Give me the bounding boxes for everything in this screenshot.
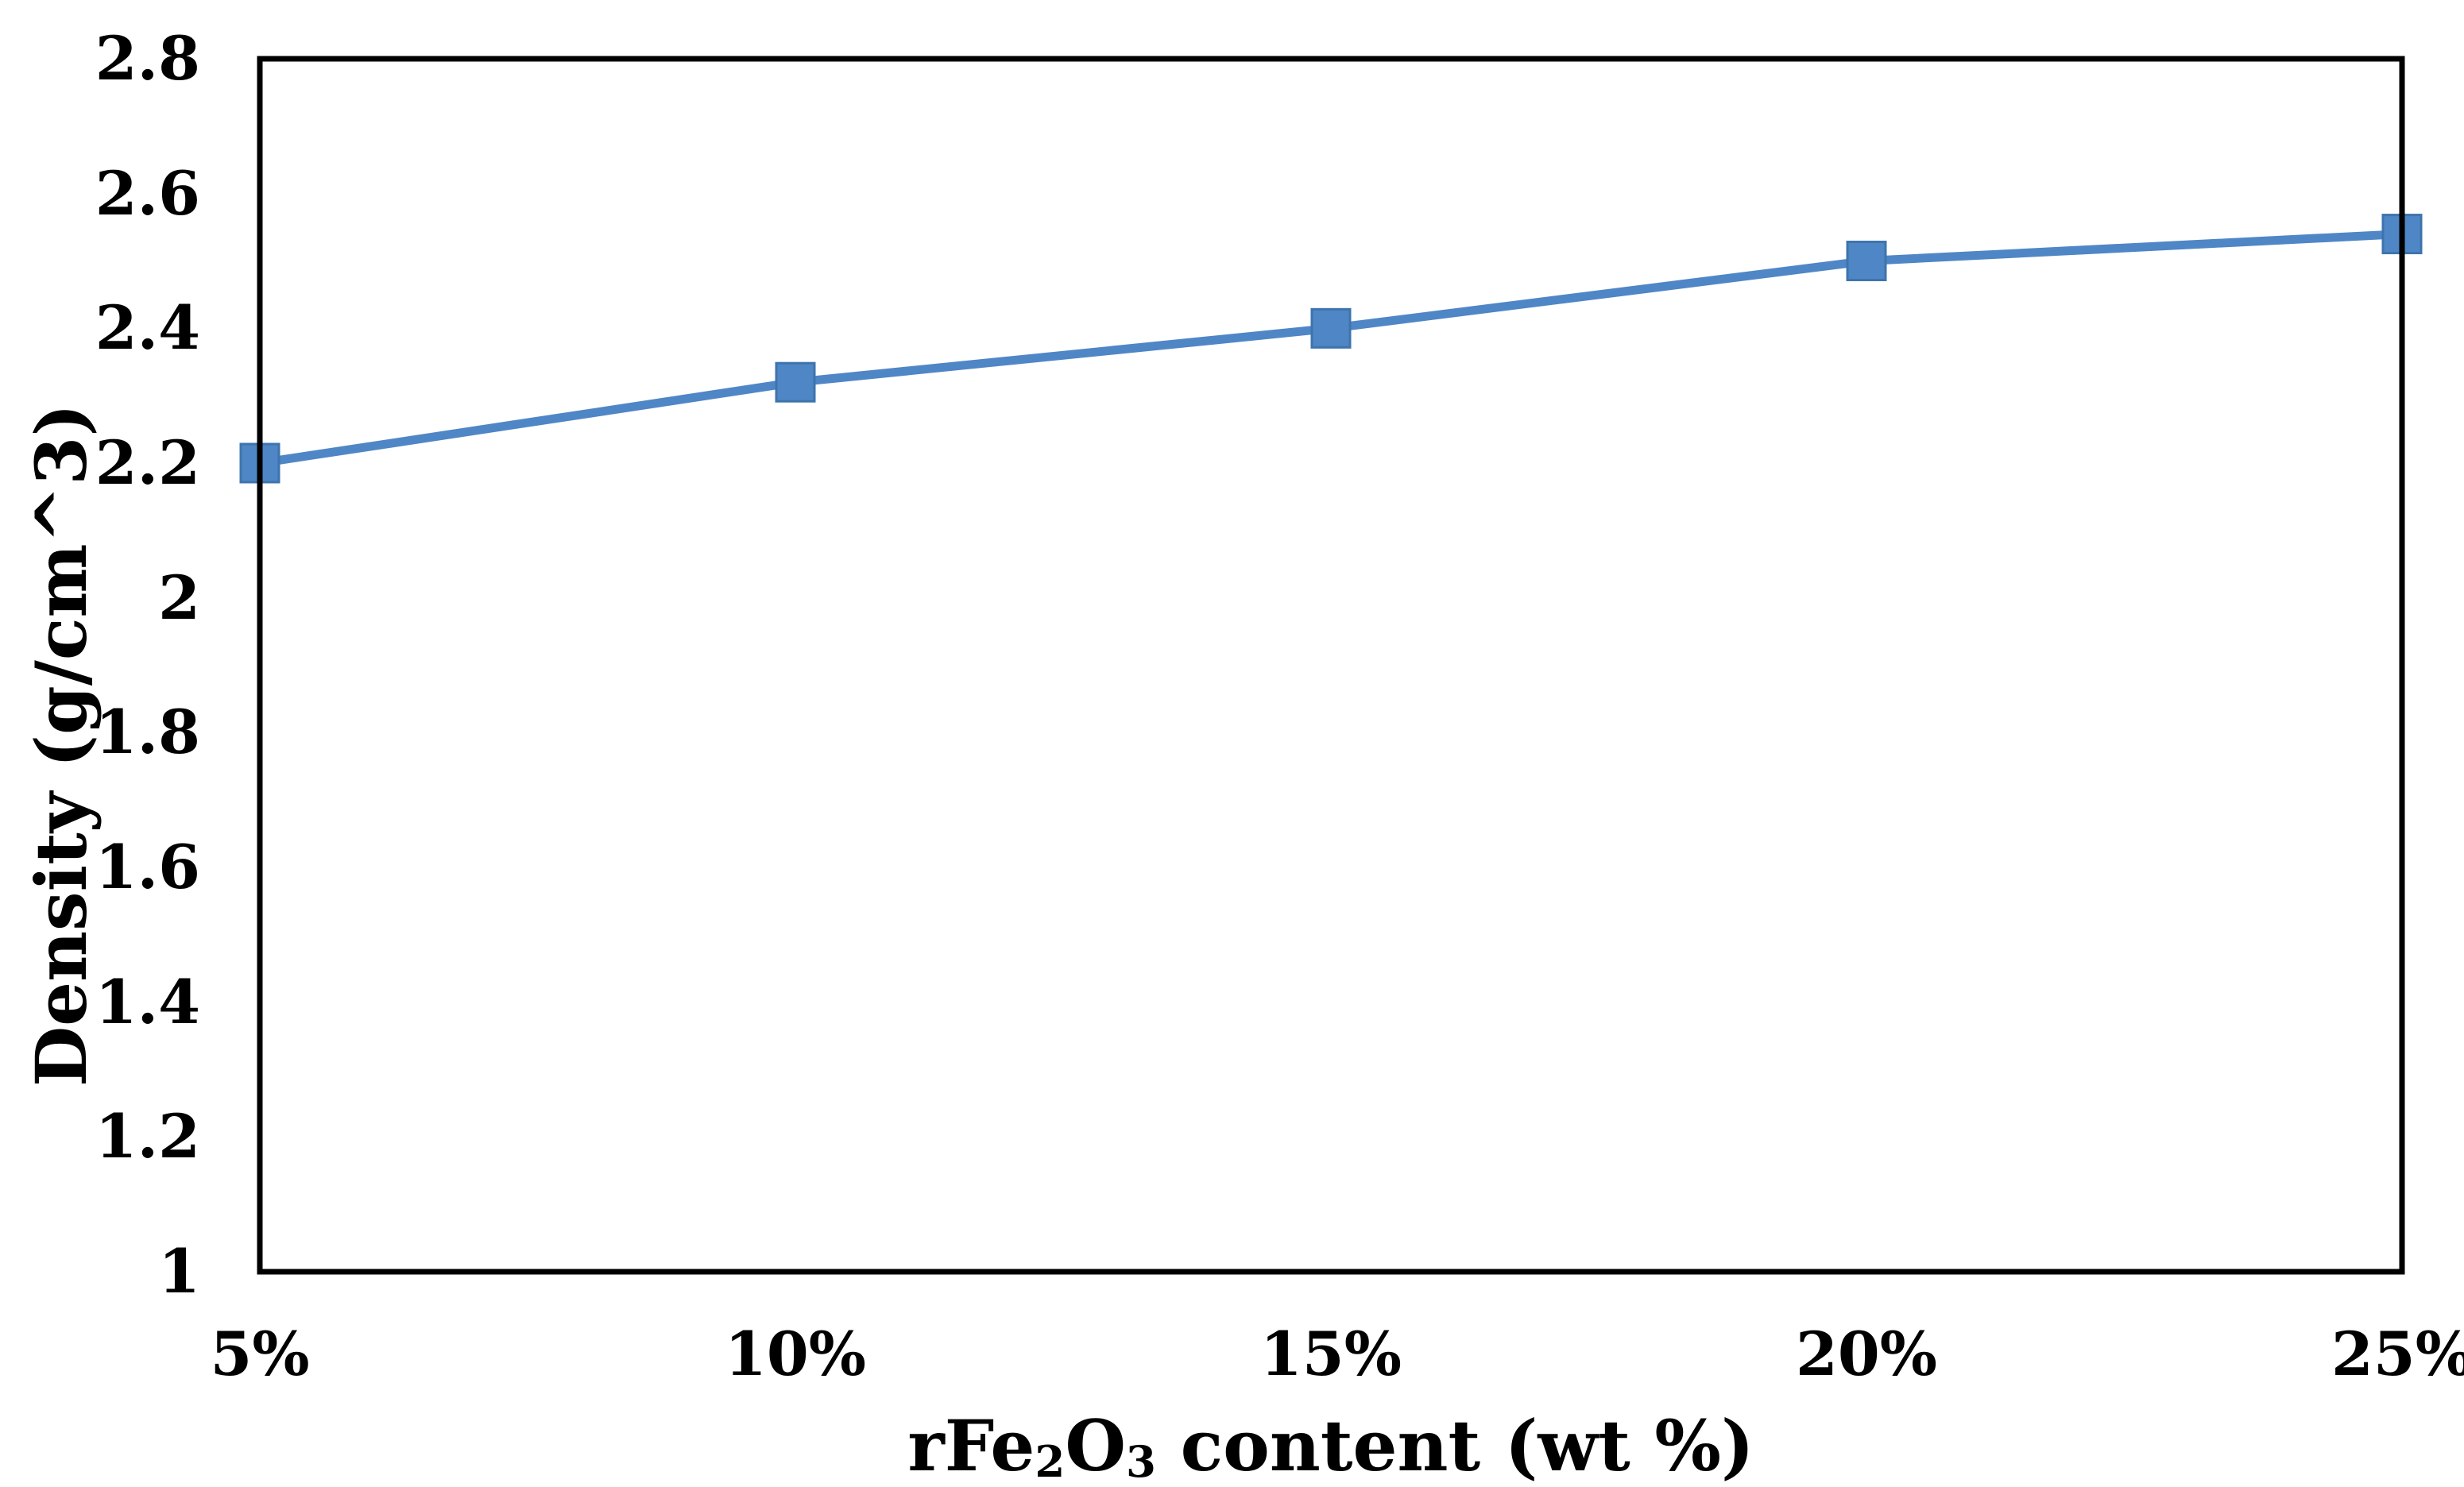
y-axis-tick-label: 2.4 [95,292,200,364]
y-axis-tick-label: 1.2 [95,1101,200,1172]
x-axis-title-subscript: 3 [1125,1435,1156,1487]
data-point-marker [1310,307,1352,349]
y-axis-tick-label: 1.6 [95,832,200,902]
plot-border [257,56,2405,1275]
y-axis-tick-label: 2.6 [95,157,200,229]
y-axis-tick-label: 2.8 [95,23,200,94]
y-axis-tick-label: 2.2 [95,427,200,498]
x-axis-tick-label: 20% [1796,1319,1937,1389]
x-axis-title-text: rFe [907,1404,1035,1487]
x-axis-tick-label: 25% [2331,1319,2464,1389]
x-axis-tick-label: 10% [725,1319,866,1389]
y-axis-tick-label: 2 [158,562,200,633]
y-axis-tick-label: 1.8 [95,697,200,768]
x-axis-title: rFe2O3 content (wt %) [907,1411,1754,1483]
y-axis-title: Density (g/cm^3) [20,403,103,1087]
x-axis-tick-label: 5% [210,1319,310,1389]
x-axis-title-subscript: 2 [1035,1435,1066,1487]
x-axis-title-text: content (wt %) [1155,1404,1754,1487]
y-axis-tick-label: 1.4 [95,966,200,1037]
data-point-marker [775,361,816,403]
data-point-marker [1846,241,1887,281]
x-axis-title-text: O [1065,1404,1126,1487]
x-axis-tick-label: 15% [1260,1319,1402,1389]
y-axis-tick-label: 1 [158,1236,200,1307]
